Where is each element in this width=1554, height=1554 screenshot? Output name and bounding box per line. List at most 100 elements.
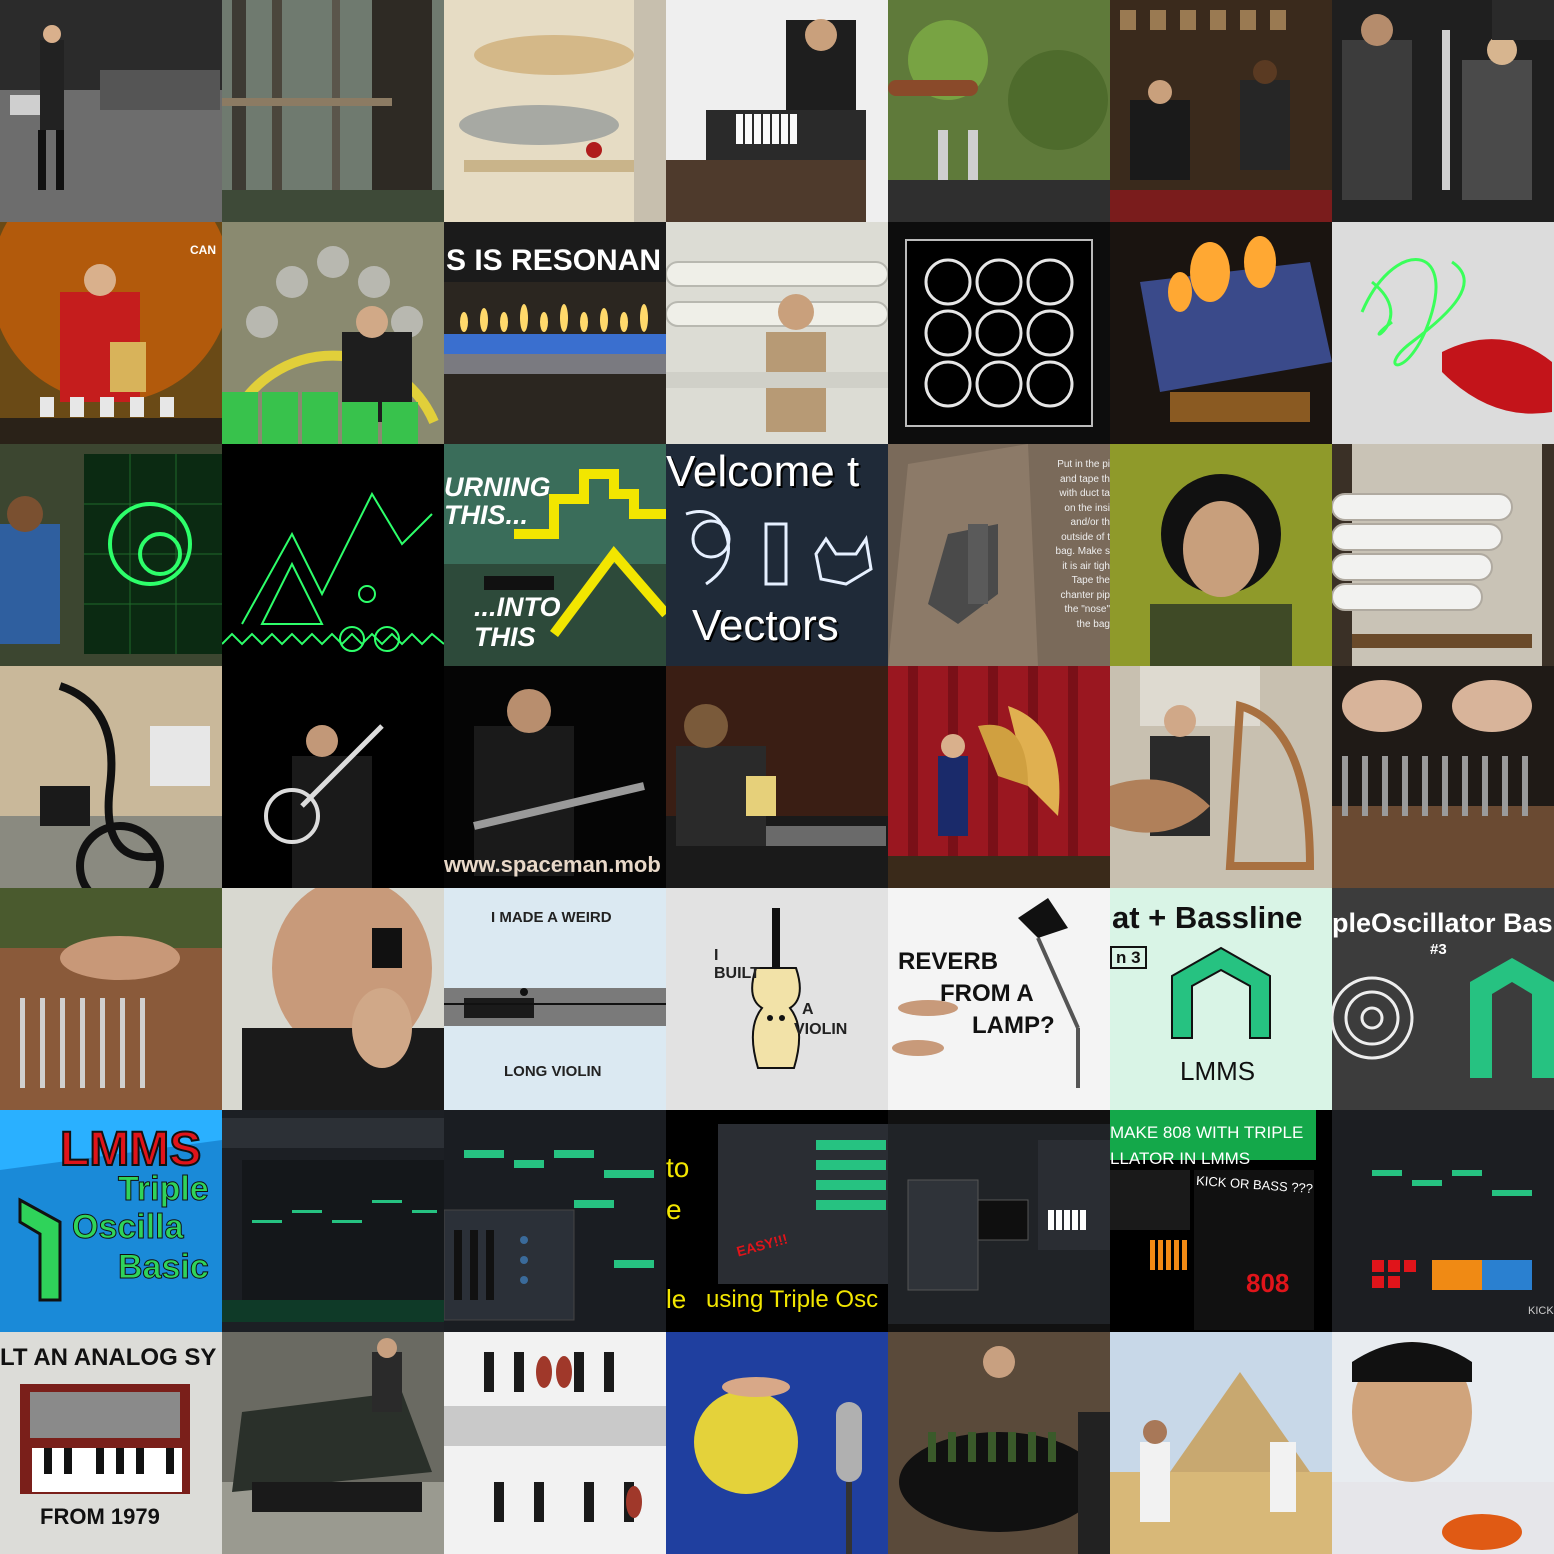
thumbnail-chip-transform[interactable]: URNING THIS... ...INTO THIS <box>444 444 666 666</box>
thumbnail-lmms-808[interactable]: MAKE 808 WITH TRIPLE LLATOR IN LMMS KICK… <box>1110 1110 1332 1332</box>
caption-line: REVERB <box>898 948 999 975</box>
thumbnail-wooden-instrument[interactable] <box>444 0 666 222</box>
caption-bottom: LONG VIOLIN <box>504 1063 602 1080</box>
thumbnail-welcome-vectors[interactable]: Velcome t Vectors <box>666 444 888 666</box>
caption-line: Triple <box>118 1170 210 1208</box>
thumbnail-forest-trees[interactable] <box>222 0 444 222</box>
thumbnail-lmms-triple-oscillator-basics[interactable]: LMMS Triple Oscilla Basic <box>0 1110 222 1332</box>
instruction-line: with duct ta <box>1059 488 1110 499</box>
caption-top: Velcome t <box>666 447 860 496</box>
thumbnail-pan-wheel-instrument[interactable] <box>222 222 444 444</box>
thumbnail-lmms-song-editor[interactable] <box>444 1110 666 1332</box>
thumbnail-long-violin[interactable]: I MADE A WEIRD LONG VIOLIN <box>444 888 666 1110</box>
caption-top: pleOscillator Bas <box>1332 908 1553 938</box>
thumbnail-comb-instrument-hands[interactable] <box>1332 666 1554 888</box>
thumbnail-plant-microphones[interactable] <box>888 0 1110 222</box>
thumbnail-pyramid-band[interactable] <box>1110 1332 1332 1554</box>
thumbnail-balloon-microphone[interactable] <box>666 1332 888 1554</box>
thumbnail-lmms-instrument-window[interactable] <box>888 1110 1110 1332</box>
thumbnail-harp-guitar[interactable] <box>1110 666 1332 888</box>
thumbnail-bike-instrument[interactable] <box>0 666 222 888</box>
thumbnail-bottle-players[interactable] <box>888 1332 1110 1554</box>
thumbnail-lmms-easy-tutorial[interactable]: to e EASY!!! le using Triple Osc <box>666 1110 888 1332</box>
caption-sub: #3 <box>1430 941 1447 958</box>
instruction-line: outside of t <box>1061 531 1110 543</box>
instruction-line: the bag <box>1076 618 1110 630</box>
caption-fragment: using Triple Osc <box>706 1286 879 1313</box>
caption-word: A <box>802 1001 814 1018</box>
caption-line: LLATOR IN LMMS <box>1110 1149 1251 1168</box>
thumbnail-harmonica-player[interactable] <box>222 888 444 1110</box>
channel-logo: CAN <box>190 243 216 257</box>
instruction-line: chanter pip <box>1060 589 1110 601</box>
caption-url: www.spaceman.mob <box>444 852 661 877</box>
thumbnail-caption: S IS RESONAN <box>446 244 662 277</box>
instruction-line: bag. Make s <box>1055 546 1110 557</box>
instruction-line: Put in the pi <box>1057 459 1110 470</box>
instruction-line: Tape the <box>1071 575 1110 586</box>
thumbnail-fork-instrument[interactable] <box>0 888 222 1110</box>
thumbnail-lmms-piano-roll[interactable] <box>222 1110 444 1332</box>
caption-fragment: e <box>666 1194 682 1225</box>
thumbnail-car-musicians[interactable] <box>222 1332 444 1554</box>
thumbnail-tripleoscillator-basics-3[interactable]: pleOscillator Bas #3 <box>1332 888 1554 1110</box>
thumbnail-glass-harp-performer[interactable]: CAN <box>0 222 222 444</box>
caption-fragment: to <box>666 1152 690 1183</box>
thumbnail-keyboard-player[interactable] <box>666 0 888 222</box>
thumbnail-built-violin[interactable]: I BUILT A VIOLIN <box>666 888 888 1110</box>
instruction-text: Put in the pi and tape th with duct ta on t… <box>1038 458 1110 632</box>
thumbnail-lmms-beat-bassline[interactable]: at + Bassline n 3 LMMS <box>1110 888 1332 1110</box>
caption-line: THIS... <box>444 500 529 530</box>
caption-top: I MADE A WEIRD <box>491 909 612 926</box>
thumbnail-table-instrument-player[interactable] <box>666 666 888 888</box>
thumbnail-lmms-kick-synth[interactable]: KICK <box>1332 1110 1554 1332</box>
episode-badge: n 3 <box>1110 946 1147 969</box>
caption-bottom: Vectors <box>692 601 839 650</box>
thumbnail-percussion-duo[interactable] <box>1110 0 1332 222</box>
caption-line: MAKE 808 WITH TRIPLE <box>1110 1123 1304 1142</box>
kick-label: KICK <box>1528 1305 1554 1317</box>
instruction-line: it is air tigh <box>1062 560 1110 572</box>
caption-line: Basic <box>118 1248 210 1286</box>
caption-line: LAMP? <box>972 1012 1055 1039</box>
thumbnail-reverb-lamp[interactable]: REVERB FROM A LAMP? <box>888 888 1110 1110</box>
thumbnail-analog-synth-1979[interactable]: LT AN ANALOG SY FROM 1979 <box>0 1332 222 1554</box>
instruction-line: the "nose" <box>1064 604 1110 615</box>
thumbnail-rubens-tube[interactable]: S IS RESONAN <box>444 222 666 444</box>
thumbnail-bagpipe-instructions[interactable]: Put in the pi and tape th with duct ta on t… <box>888 444 1110 666</box>
caption-word: VIOLIN <box>794 1021 848 1038</box>
thumbnail-street-performer[interactable] <box>0 0 222 222</box>
caption-line: URNING <box>444 472 551 502</box>
display-808: 808 <box>1246 1268 1290 1298</box>
caption-line: FROM A <box>940 980 1034 1007</box>
thumbnail-brass-band[interactable] <box>1332 0 1554 222</box>
caption-line: THIS <box>474 622 536 652</box>
thumbnail-laser-scope[interactable] <box>1332 222 1554 444</box>
caption-line: Oscilla <box>72 1208 185 1246</box>
lmms-logo-text: LMMS <box>1180 1056 1256 1086</box>
thumbnail-pvc-pipe-organ[interactable] <box>1332 444 1554 666</box>
caption-bottom: FROM 1979 <box>40 1504 160 1529</box>
caption-fragment: le <box>666 1284 687 1314</box>
thumbnail-horn-stage[interactable] <box>888 666 1110 888</box>
thumbnail-spaceman-bassist[interactable]: www.spaceman.mob <box>444 666 666 888</box>
thumbnail-orchestra-collage[interactable] <box>444 1332 666 1554</box>
instruction-line: on the insi <box>1064 502 1110 514</box>
thumbnail-musician-portrait[interactable] <box>1110 444 1332 666</box>
thumbnail-pvc-pipe-player[interactable] <box>666 222 888 444</box>
caption-word: I <box>714 947 719 964</box>
instruction-line: and tape th <box>1059 473 1110 485</box>
instruction-line: and/or th <box>1070 517 1110 528</box>
thumbnail-craftsman-closeup[interactable] <box>1332 1332 1554 1554</box>
thumbnail-fire-plate[interactable] <box>1110 222 1332 444</box>
thumbnail-vector-landscape[interactable] <box>222 444 444 666</box>
caption-top: LT AN ANALOG SY <box>0 1344 217 1371</box>
thumbnail-cymatics-pattern[interactable] <box>888 222 1110 444</box>
caption-line: ...INTO <box>474 592 561 622</box>
caption-line: LMMS <box>59 1123 202 1176</box>
thumbnail-oscilloscope-musician[interactable] <box>0 444 222 666</box>
caption-top: at + Bassline <box>1112 900 1303 935</box>
thumbnail-dark-guitarist[interactable] <box>222 666 444 888</box>
caption-word: BUILT <box>714 965 760 982</box>
